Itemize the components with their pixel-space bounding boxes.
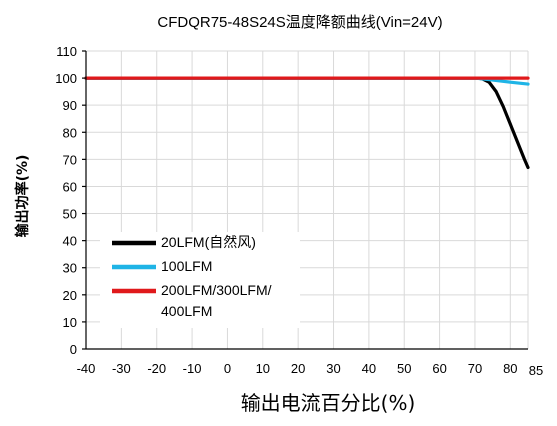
x-tick-label: 0 <box>224 361 231 376</box>
x-tick-label: -40 <box>77 361 96 376</box>
x-tick-label: 70 <box>468 361 482 376</box>
x-tick-labels: -40 -30 -20 -10 0 10 20 30 40 50 60 70 80 85 <box>77 361 544 378</box>
legend-label-3: 200LFM/300LFM/400LFM <box>161 282 272 319</box>
y-tick-label: 40 <box>63 234 77 249</box>
x-tick-label: 30 <box>326 361 340 376</box>
y-tick-label: 10 <box>63 315 77 330</box>
y-tick-label: 60 <box>63 179 77 194</box>
x-tick-label: 40 <box>362 361 376 376</box>
y-tick-label: 30 <box>63 261 77 276</box>
y-tick-labels: 0 10 20 30 40 50 60 70 80 90 100 110 <box>55 44 77 357</box>
axes <box>82 50 528 350</box>
x-axis-label: 输出电流百分比(%) <box>241 391 416 415</box>
x-tick-label: -20 <box>147 361 166 376</box>
y-tick-label: 110 <box>56 44 77 59</box>
x-tick-label: 85 <box>529 363 543 378</box>
series-line-1 <box>84 76 530 170</box>
y-tick-label: 90 <box>63 98 77 113</box>
legend-box <box>100 232 300 328</box>
x-tick-label: -10 <box>183 361 202 376</box>
y-tick-label: 100 <box>55 71 77 86</box>
x-tick-label: 50 <box>397 361 411 376</box>
y-tick-label: 80 <box>63 125 77 140</box>
x-tick-label: 10 <box>256 361 270 376</box>
legend: 20LFM(自然风) 100LFM 200LFM/300LFM/400LFM <box>100 232 300 328</box>
x-tick-label: 20 <box>291 361 305 376</box>
y-tick-label: 70 <box>63 152 77 167</box>
x-tick-label: -30 <box>112 361 131 376</box>
legend-label-2: 100LFM <box>161 258 212 274</box>
y-axis-label: 输出功率(%) <box>14 155 31 238</box>
chart-title: CFDQR75-48S24S温度降额曲线(Vin=24V) <box>157 14 442 31</box>
x-tick-label: 60 <box>432 361 446 376</box>
x-tick-label: 80 <box>503 361 517 376</box>
y-tick-label: 0 <box>70 342 77 357</box>
y-tick-label: 50 <box>63 207 77 222</box>
series-lines <box>84 76 530 170</box>
legend-label-1: 20LFM(自然风) <box>161 234 256 250</box>
y-tick-label: 20 <box>63 288 77 303</box>
